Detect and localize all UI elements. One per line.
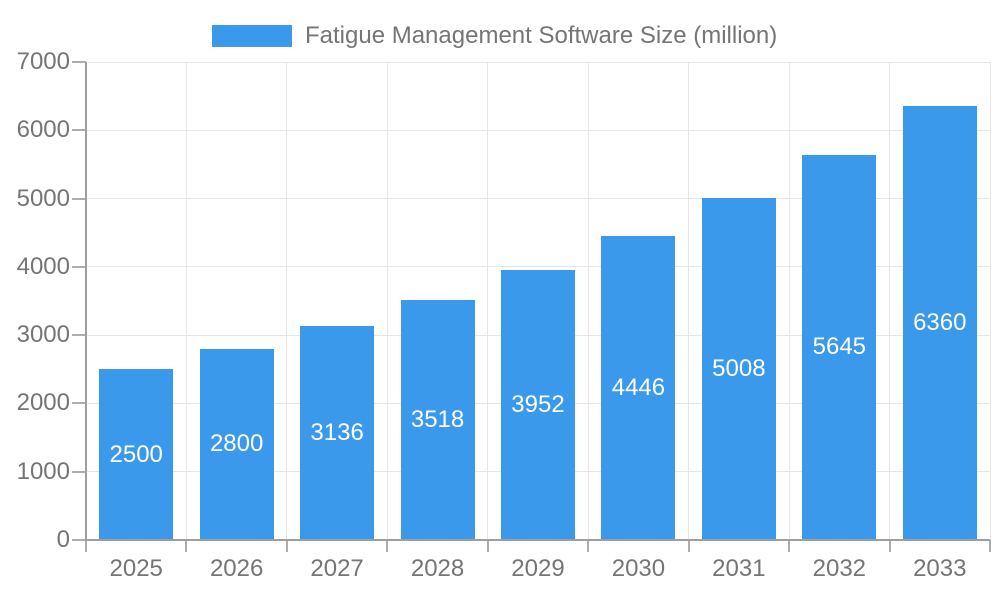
y-tick [72,129,86,132]
bar[interactable]: 5008 [701,198,776,540]
h-gridline [86,266,990,268]
bar-value-label: 5008 [712,355,766,383]
bar[interactable]: 2500 [99,369,174,540]
v-gridline [788,62,790,540]
v-gridline [989,62,991,540]
v-gridline [286,62,288,540]
v-gridline [386,62,388,540]
y-tick-label: 4000 [16,252,70,280]
y-tick-label: 7000 [16,48,70,75]
y-tick [72,470,86,473]
y-tick-label: 6000 [16,116,70,144]
y-tick [72,61,86,63]
x-tick-label: 2033 [913,555,967,582]
bar-value-label: 3952 [511,391,565,419]
y-axis-line [85,62,87,540]
bar[interactable]: 4446 [601,236,676,540]
x-tick-label: 2032 [812,555,867,582]
bar-value-label: 5645 [812,333,867,361]
bar-value-label: 2800 [209,430,264,458]
x-tick [185,540,188,552]
plot-area: 2500 2800 3136 3518 3952 4446 5008 5645 6360 [72,61,991,552]
bar[interactable]: 3518 [400,299,475,540]
y-tick-label: 2000 [16,389,70,417]
x-tick [285,540,288,552]
bar[interactable]: 5645 [802,154,877,540]
x-tick-label: 2031 [712,555,766,582]
y-tick-label: 0 [56,526,70,553]
x-tick [85,540,87,552]
y-tick [72,334,86,337]
h-gridline [86,198,990,200]
bar[interactable]: 2800 [199,348,274,540]
v-gridline [889,62,891,540]
h-gridline [86,61,990,63]
x-tick [587,540,590,552]
bar[interactable]: 3952 [501,270,575,540]
y-tick [72,539,86,541]
legend-label: Fatigue Management Software Size (millio… [305,22,778,49]
v-gridline [587,62,589,540]
bar-value-label: 2500 [109,440,163,468]
v-gridline [185,62,187,540]
x-tick [989,540,991,552]
x-axis-line [85,539,990,541]
x-tick-label: 2026 [209,555,264,582]
x-tick [788,540,791,552]
y-tick [72,265,86,268]
x-tick-label: 2029 [511,555,565,582]
bar-value-label: 6360 [913,308,967,336]
x-tick-label: 2028 [410,555,465,582]
y-tick [72,402,86,405]
bar-value-label: 3136 [310,418,364,446]
v-gridline [688,62,690,540]
bar[interactable]: 6360 [902,105,977,540]
legend[interactable]: Fatigue Management Software Size (millio… [212,22,777,50]
x-tick [888,540,891,552]
x-tick-label: 2030 [611,555,666,582]
x-tick-label: 2025 [109,555,163,582]
y-tick-label: 3000 [16,321,70,349]
x-tick [486,540,489,552]
bar-value-label: 4446 [611,374,666,402]
h-gridline [86,129,990,131]
legend-swatch-icon [212,25,292,47]
x-tick [386,540,389,552]
v-gridline [487,62,489,540]
bar[interactable]: 3136 [300,325,375,540]
y-tick-label: 5000 [16,184,70,212]
y-tick-label: 1000 [16,457,70,485]
x-axis-labels: 2025 2026 2027 2028 2029 2030 2031 2032 2033 [86,552,990,588]
y-tick [72,197,86,200]
x-tick [687,540,690,552]
y-axis-labels: 0 1000 2000 3000 4000 5000 6000 7000 [0,0,70,600]
x-tick-label: 2027 [310,555,364,582]
bar-value-label: 3518 [410,405,465,433]
